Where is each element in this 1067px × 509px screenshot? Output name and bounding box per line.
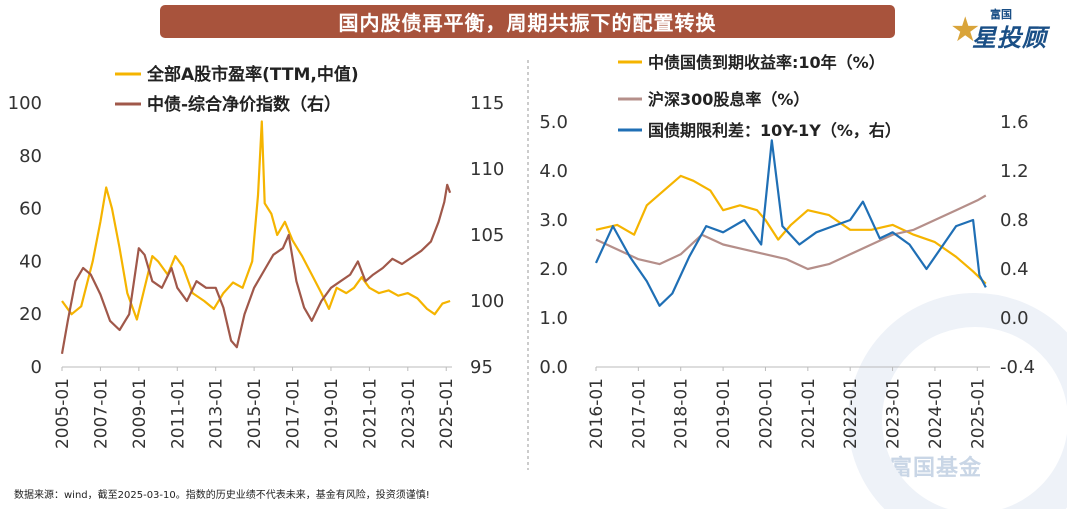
x-tick-label: 2016-01	[587, 378, 607, 449]
x-tick-label: 2019-01	[714, 378, 734, 449]
y-tick-label-right: 100	[470, 291, 504, 312]
brand-logo: ★ 富国 星投顾	[950, 4, 1065, 54]
panel-left: 2005-01 2007-01 2009-01 2011-01 2013-01 2015-…	[8, 64, 505, 449]
y-tick-label-right: 0.8	[1000, 210, 1029, 231]
series-line-1-1	[595, 194, 987, 271]
brand-main-text: 星投顾	[972, 24, 1047, 52]
chart-title: 国内股债再平衡，周期共振下的配置转换	[160, 5, 895, 38]
y-tick-label-right: 0.0	[1000, 308, 1029, 329]
legend-label: 中债-综合净价指数（右）	[147, 94, 341, 115]
legend-label: 沪深300股息率（%）	[648, 90, 809, 109]
legend-label: 全部A股市盈率(TTM,中值)	[146, 64, 359, 85]
x-tick-label: 2007-01	[91, 378, 111, 449]
watermark: 富国基金	[890, 456, 983, 481]
star-icon: ★	[950, 10, 981, 50]
x-tick-label: 2024-01	[926, 378, 946, 449]
legend-label: 国债期限利差：10Y-1Y（%，右）	[648, 121, 901, 140]
y-tick-label-left: 0.0	[539, 357, 568, 378]
brand-top-text: 富国	[990, 8, 1012, 21]
x-tick-label: 2011-01	[168, 378, 188, 449]
y-tick-label-right: -0.4	[1000, 357, 1035, 378]
y-tick-label-left: 100	[8, 93, 42, 114]
y-tick-label-right: 95	[470, 357, 493, 378]
x-tick-label: 2013-01	[207, 378, 227, 449]
x-tick-label: 2022-01	[841, 378, 861, 449]
x-tick-label: 2017-01	[284, 378, 304, 449]
footnote: 数据来源：wind，截至2025-03-10。指数的历史业绩不代表未来，基金有风…	[14, 490, 430, 501]
y-tick-label-right: 0.4	[1000, 259, 1029, 280]
y-tick-label-left: 80	[19, 146, 42, 167]
y-tick-label-left: 4.0	[539, 161, 568, 182]
series-line-0-1	[60, 183, 452, 354]
x-tick-label: 2021-01	[799, 378, 819, 449]
y-tick-label-left: 20	[19, 304, 42, 325]
x-tick-label: 2025-01	[437, 378, 457, 449]
x-tick-label: 2015-01	[245, 378, 265, 449]
series-line-1-2	[595, 139, 987, 307]
panel-right: 2016-01 2017-01 2018-01 2019-01 2020-01 2021-…	[539, 53, 1035, 449]
x-tick-label: 2009-01	[130, 378, 150, 449]
y-tick-label-right: 1.6	[1000, 112, 1029, 133]
y-tick-label-left: 0	[31, 357, 42, 378]
watermark-ring	[848, 293, 1067, 509]
y-tick-label-right: 115	[470, 93, 504, 114]
y-tick-label-left: 2.0	[539, 259, 568, 280]
x-tick-label: 2023-01	[399, 378, 419, 449]
x-tick-label: 2018-01	[672, 378, 692, 449]
y-tick-label-right: 1.2	[1000, 161, 1029, 182]
y-tick-label-right: 110	[470, 159, 504, 180]
y-tick-label-left: 60	[19, 199, 42, 220]
y-tick-label-right: 105	[470, 225, 504, 246]
series-line-1-0	[595, 174, 987, 285]
x-tick-label: 2020-01	[756, 378, 776, 449]
x-tick-label: 2023-01	[884, 378, 904, 449]
y-tick-label-left: 1.0	[539, 308, 568, 329]
x-tick-label: 2025-01	[968, 378, 988, 449]
y-tick-label-left: 5.0	[539, 112, 568, 133]
x-tick-label: 2021-01	[360, 378, 380, 449]
series-line-0-0	[61, 120, 451, 321]
x-tick-label: 2019-01	[322, 378, 342, 449]
y-tick-label-left: 40	[19, 251, 42, 272]
legend-label: 中债国债到期收益率:10年（%）	[648, 53, 885, 72]
x-tick-label: 2017-01	[629, 378, 649, 449]
x-tick-label: 2005-01	[53, 378, 73, 449]
y-tick-label-left: 3.0	[539, 210, 568, 231]
